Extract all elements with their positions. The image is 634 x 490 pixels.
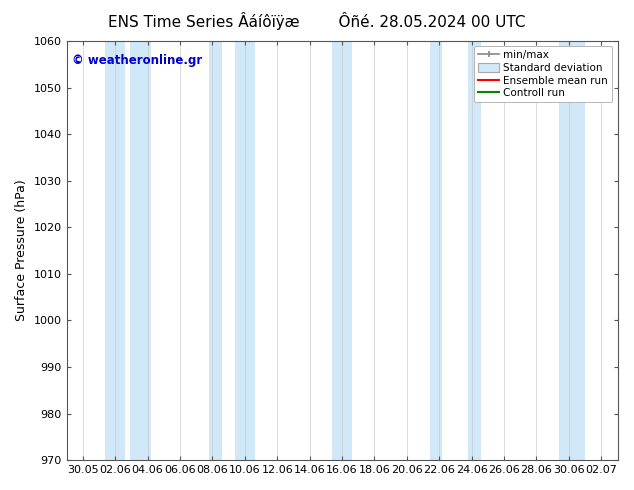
Text: ENS Time Series Âáíôïÿæ        Ôñé. 28.05.2024 00 UTC: ENS Time Series Âáíôïÿæ Ôñé. 28.05.2024 …: [108, 12, 526, 30]
Bar: [105, 41, 125, 460]
Legend: min/max, Standard deviation, Ensemble mean run, Controll run: min/max, Standard deviation, Ensemble me…: [474, 46, 612, 102]
Bar: [209, 41, 222, 460]
Bar: [130, 41, 151, 460]
Bar: [559, 41, 585, 460]
Bar: [430, 41, 443, 460]
Bar: [235, 41, 254, 460]
Bar: [469, 41, 481, 460]
Bar: [332, 41, 352, 460]
Text: © weatheronline.gr: © weatheronline.gr: [72, 53, 202, 67]
Y-axis label: Surface Pressure (hPa): Surface Pressure (hPa): [15, 180, 28, 321]
